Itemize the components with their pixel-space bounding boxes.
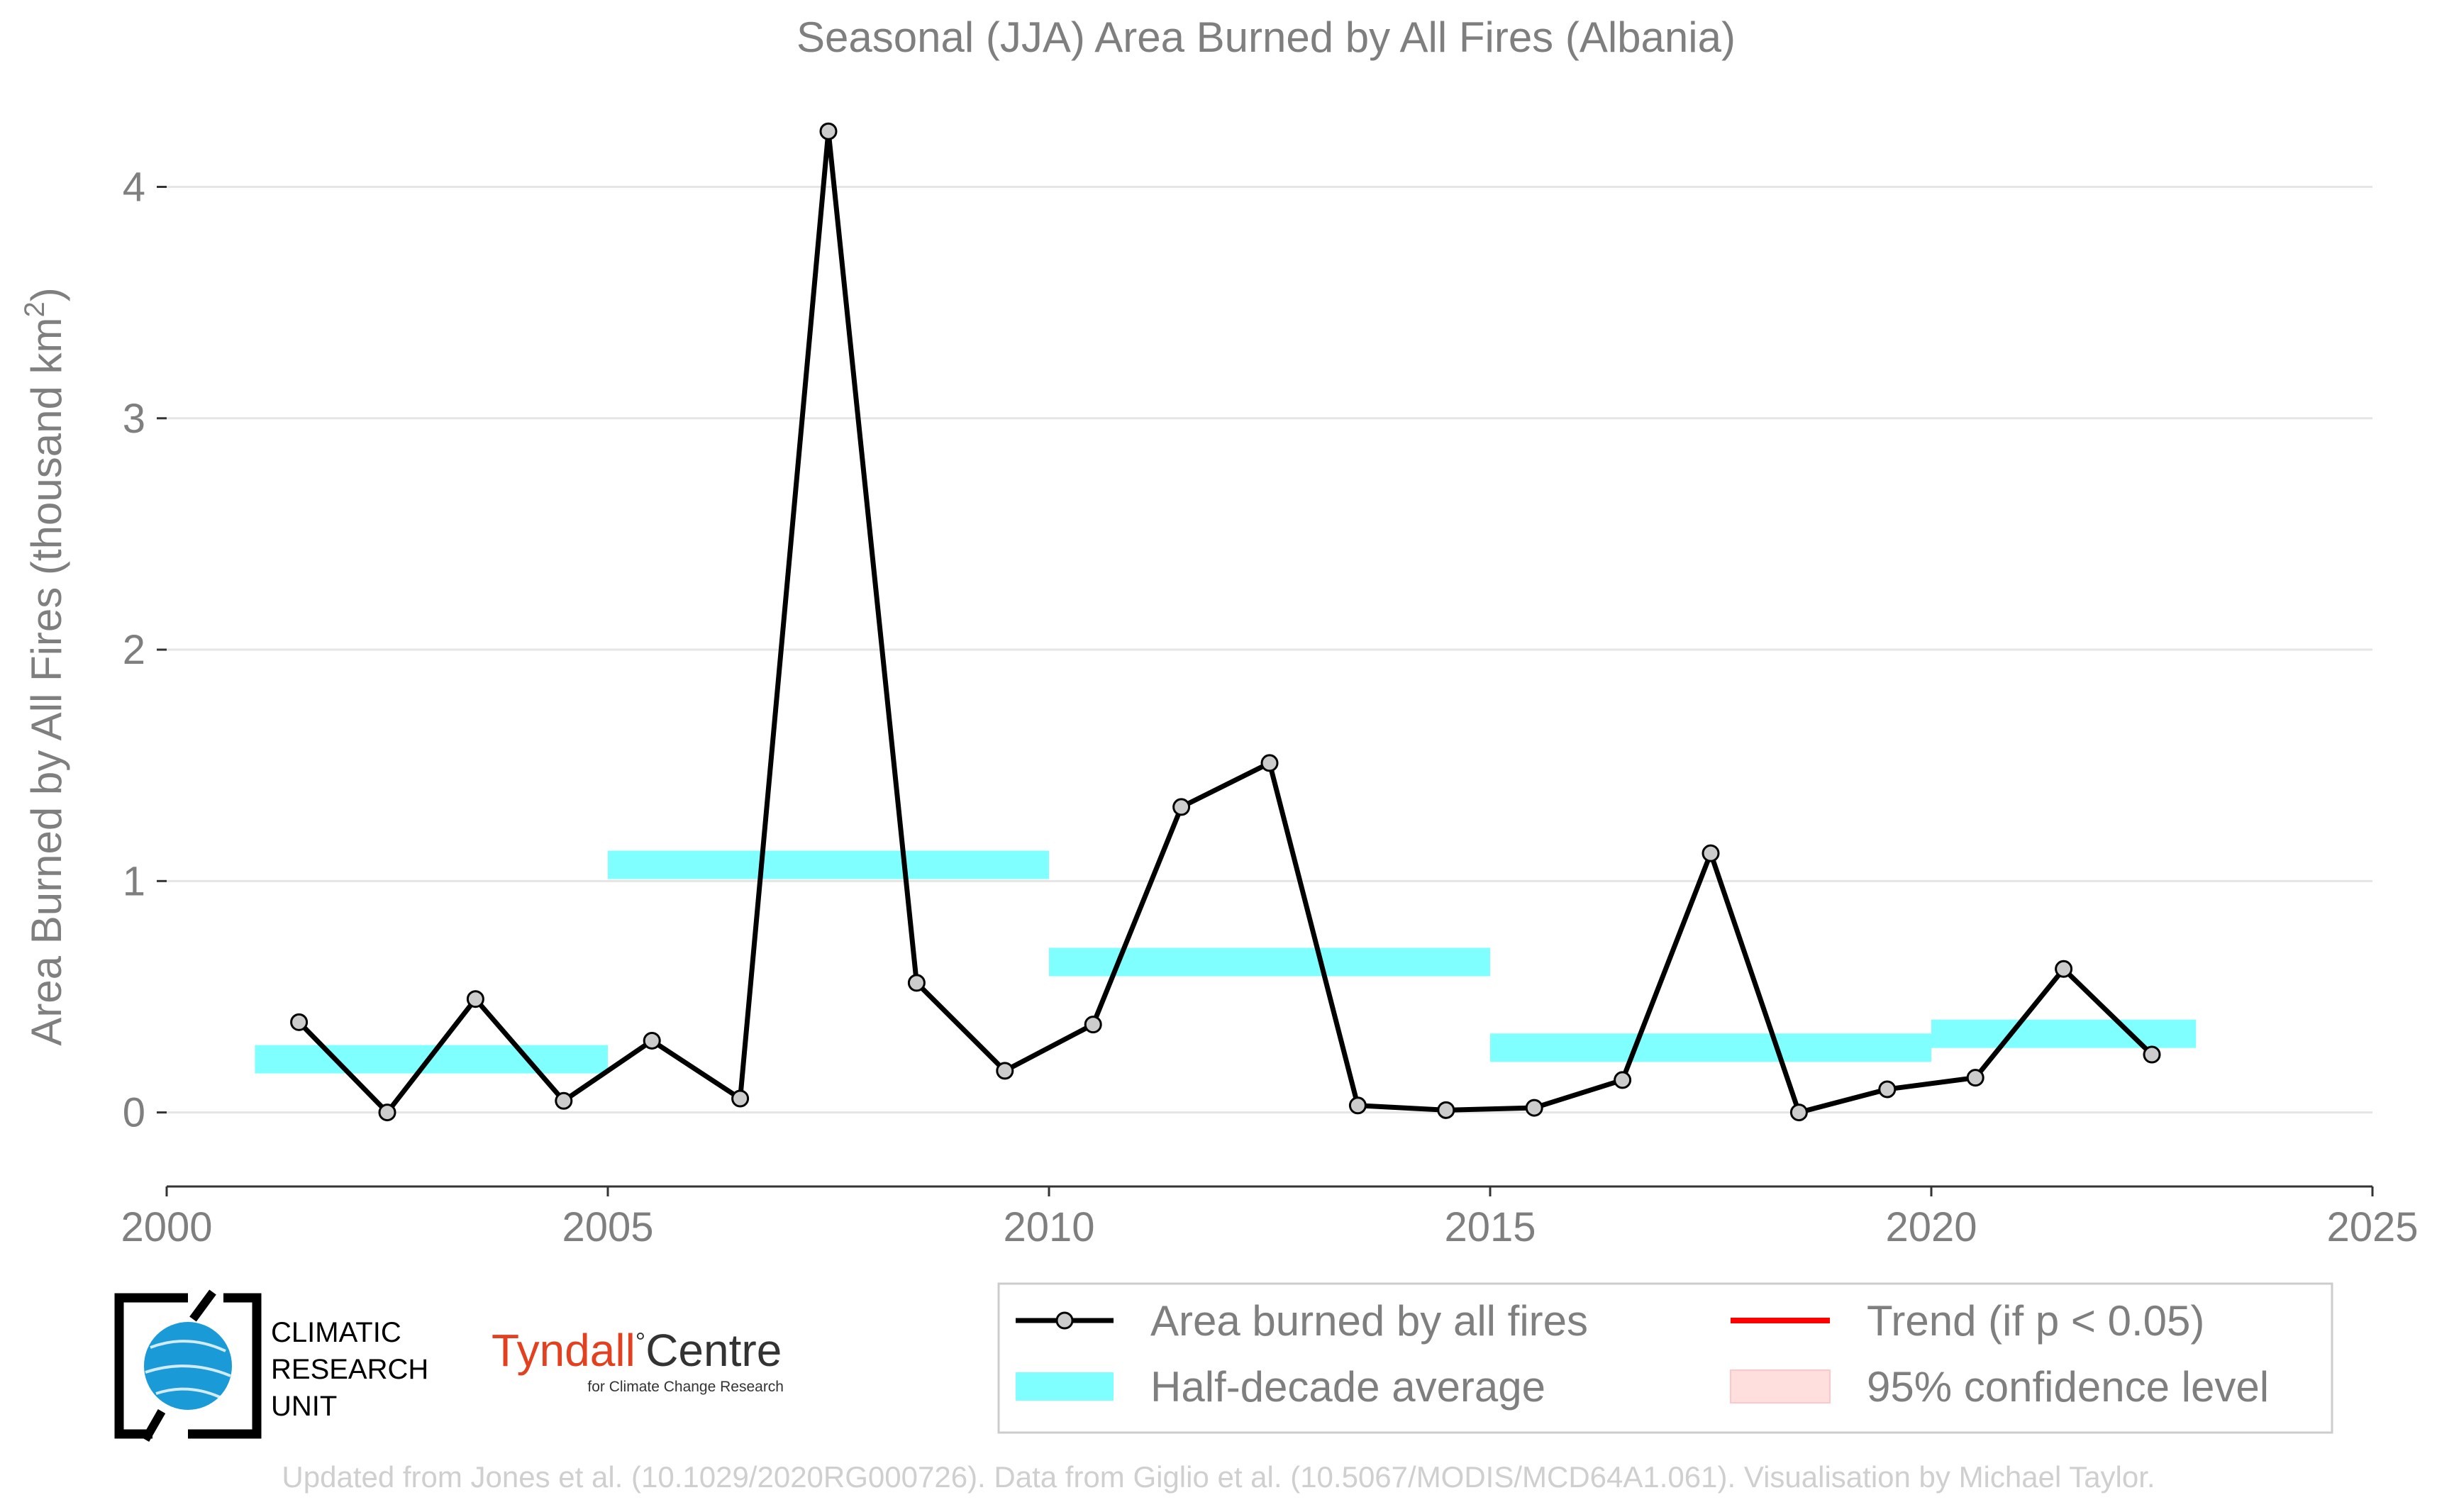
- cru-logo-bracket-left: [114, 1293, 188, 1439]
- data-point: [1084, 1016, 1102, 1034]
- data-point: [2055, 960, 2073, 978]
- y-tick-label: 4: [123, 165, 145, 211]
- legend-item-trend: Trend (if p < 0.05): [1731, 1297, 2204, 1345]
- data-point: [1878, 1080, 1897, 1099]
- cru-logo-slash-top: [189, 1289, 216, 1322]
- data-point: [643, 1031, 661, 1050]
- y-tick-label: 2: [123, 627, 145, 673]
- y-axis-label-superscript: 2: [19, 301, 50, 317]
- y-axis-label-text: Area Burned by All Fires (thousand km: [23, 318, 70, 1046]
- tyndall-logo-title: Tyndall°Centre: [492, 1325, 782, 1376]
- legend-confidence-swatch: [1730, 1369, 1831, 1403]
- x-tick-label: 2005: [562, 1204, 653, 1250]
- data-point: [907, 974, 926, 992]
- grid-lines: [167, 186, 2372, 1114]
- legend-label-area-burned: Area burned by all fires: [1150, 1297, 1588, 1345]
- data-point: [1614, 1071, 1632, 1089]
- x-tick-labels: 2000 2005 2010 2015 2020 2025: [121, 1204, 2418, 1250]
- half-decade-bar: [1490, 1033, 1931, 1062]
- legend-band-swatch: [1016, 1372, 1114, 1401]
- data-point: [1437, 1101, 1455, 1119]
- x-tick-label: 2020: [1885, 1204, 1977, 1250]
- tyndall-logo: Tyndall°Centre for Climate Change Resear…: [492, 1325, 784, 1395]
- data-point: [731, 1089, 750, 1108]
- data-point: [1789, 1104, 1808, 1122]
- y-tick-label: 3: [123, 396, 145, 442]
- y-tick-label: 1: [123, 858, 145, 904]
- legend-item-half-decade: Half-decade average: [1016, 1363, 1545, 1411]
- data-point: [466, 990, 484, 1008]
- cru-logo-slash-bottom: [141, 1409, 166, 1442]
- legend: Area burned by all fires Trend (if p < 0…: [997, 1282, 2333, 1434]
- data-point: [1966, 1069, 1984, 1087]
- data-point: [1172, 798, 1191, 816]
- x-tick-label: 2015: [1444, 1204, 1536, 1250]
- credit-line: Updated from Jones et al. (10.1029/2020R…: [282, 1460, 2155, 1494]
- series-area-burned: [290, 122, 2161, 1122]
- data-point: [2143, 1045, 2161, 1064]
- y-axis-label: Area Burned by All Fires (thousand km2): [19, 287, 70, 1045]
- cru-logo-bracket-right: [188, 1293, 262, 1439]
- y-tick-label: 0: [123, 1090, 145, 1136]
- data-point: [290, 1013, 309, 1031]
- x-tick-label: 2000: [121, 1204, 212, 1250]
- cru-logo: CLIMATIC RESEARCH UNIT: [114, 1289, 428, 1442]
- data-point: [819, 122, 838, 140]
- half-decade-bar: [608, 850, 1049, 879]
- half-decade-bar: [1931, 1019, 2197, 1048]
- x-tick-label: 2025: [2326, 1204, 2418, 1250]
- half-decade-bands: [255, 850, 2197, 1074]
- tyndall-logo-name: Tyndall: [492, 1325, 635, 1376]
- chart-title: Seasonal (JJA) Area Burned by All Fires …: [796, 13, 1736, 61]
- legend-label-trend: Trend (if p < 0.05): [1867, 1297, 2204, 1345]
- data-point: [1348, 1096, 1367, 1115]
- legend-item-area-burned: Area burned by all fires: [1016, 1297, 1588, 1345]
- data-point: [1702, 844, 1720, 862]
- tyndall-logo-degree: °: [635, 1327, 645, 1356]
- legend-frame: [997, 1282, 2333, 1434]
- cru-logo-line-2: RESEARCH: [271, 1354, 428, 1385]
- globe-icon-lines: [145, 1340, 231, 1399]
- data-point: [1525, 1099, 1543, 1117]
- tyndall-logo-subtitle: for Climate Change Research: [587, 1379, 784, 1395]
- data-point: [378, 1104, 396, 1122]
- cru-logo-line-3: UNIT: [271, 1391, 337, 1422]
- x-tick-label: 2010: [1003, 1204, 1094, 1250]
- y-axis-label-close: ): [23, 287, 70, 301]
- data-point: [1260, 754, 1279, 772]
- legend-label-half-decade: Half-decade average: [1150, 1363, 1545, 1411]
- cru-logo-line-1: CLIMATIC: [271, 1317, 401, 1348]
- legend-marker-swatch: [1055, 1311, 1074, 1330]
- y-tick-labels: 0 1 2 3 4: [123, 165, 145, 1136]
- legend-label-confidence: 95% confidence level: [1867, 1363, 2269, 1411]
- series-line: [297, 130, 2154, 1116]
- axes: [157, 186, 2374, 1196]
- tyndall-logo-centre: Centre: [645, 1325, 782, 1376]
- data-point: [555, 1091, 573, 1110]
- data-point: [996, 1062, 1014, 1080]
- legend-item-confidence: 95% confidence level: [1730, 1363, 2269, 1411]
